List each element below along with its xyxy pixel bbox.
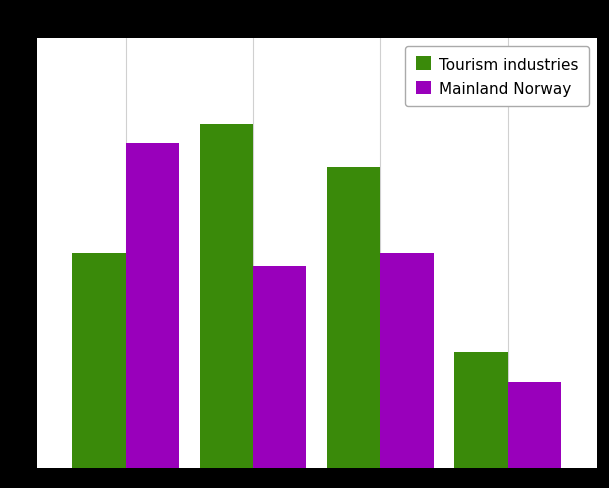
Bar <box>508 383 561 468</box>
Bar <box>327 168 381 468</box>
Bar <box>72 254 125 468</box>
Legend: Tourism industries, Mainland Norway: Tourism industries, Mainland Norway <box>406 47 589 107</box>
Bar <box>381 254 434 468</box>
Bar <box>253 266 306 468</box>
Bar <box>125 143 179 468</box>
Bar <box>454 352 508 468</box>
Bar <box>200 125 253 468</box>
